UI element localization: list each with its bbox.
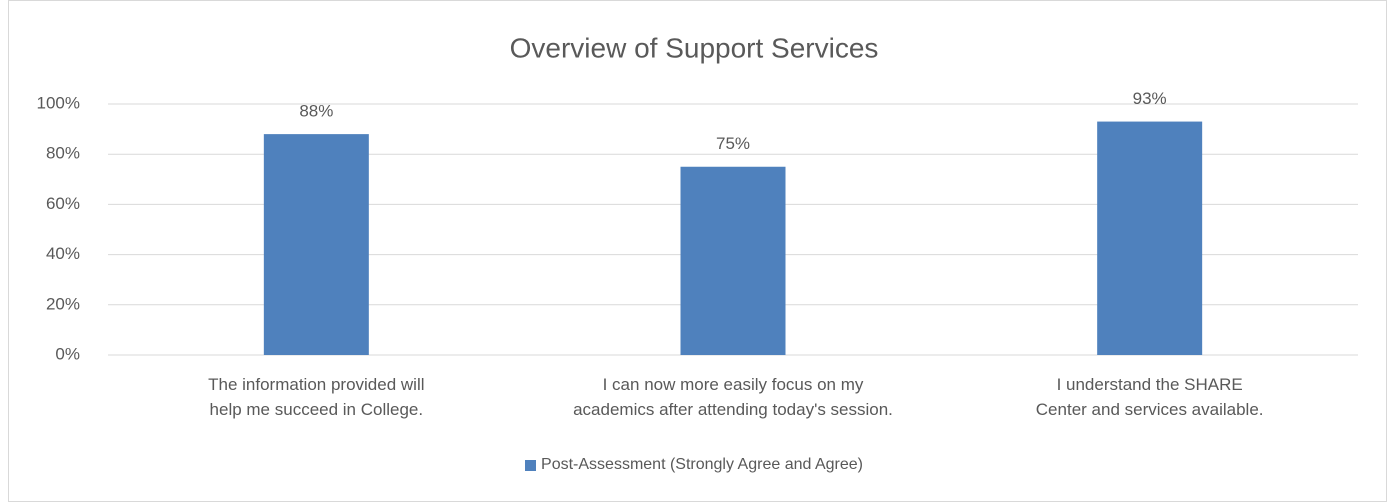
data-label: 75%	[716, 134, 750, 153]
legend-label: Post-Assessment (Strongly Agree and Agre…	[541, 456, 863, 473]
bar	[680, 166, 786, 355]
chart-border	[8, 0, 1387, 502]
legend-item: Post-Assessment (Strongly Agree and Agre…	[525, 456, 863, 474]
bar	[263, 134, 369, 355]
x-tick-label: The information provided will help me su…	[208, 375, 425, 419]
y-tick-label: 80%	[46, 144, 80, 163]
data-label: 88%	[299, 102, 333, 121]
y-tick-label: 100%	[37, 93, 80, 112]
data-label: 93%	[1133, 89, 1167, 108]
legend-swatch	[525, 459, 537, 471]
y-tick-label: 40%	[46, 244, 80, 263]
y-tick-label: 20%	[46, 294, 80, 313]
chart-title: Overview of Support Services	[510, 32, 879, 63]
y-tick-label: 60%	[46, 194, 80, 213]
x-tick-label: I understand the SHARE Center and servic…	[1035, 375, 1264, 419]
bar	[1097, 121, 1203, 355]
y-tick-label: 0%	[55, 344, 80, 363]
x-tick-label: I can now more easily focus on my academ…	[573, 375, 893, 419]
legend: Post-Assessment (Strongly Agree and Agre…	[0, 456, 1388, 474]
